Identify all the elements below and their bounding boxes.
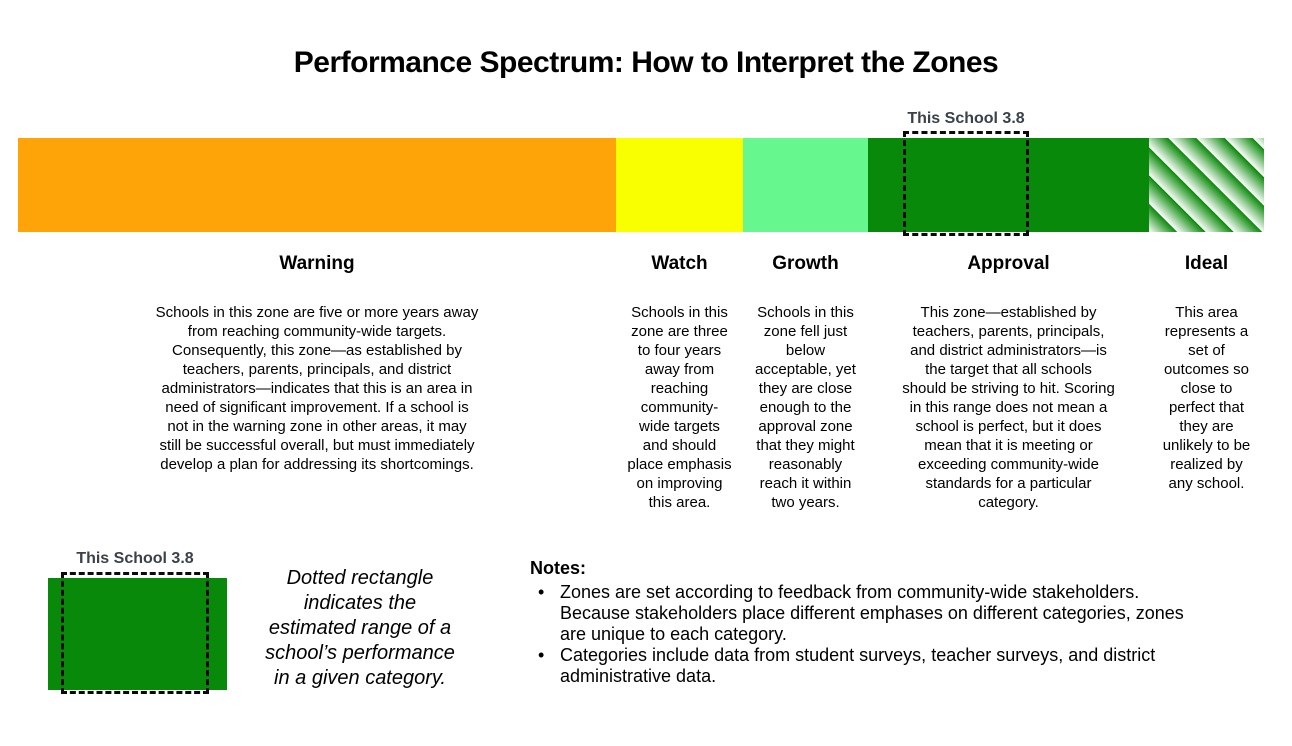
zone-heading-ideal: Ideal	[1184, 253, 1229, 274]
zone-column-growth: Growth Schools in this zone fell just be…	[743, 252, 868, 512]
notes-heading: Notes:	[530, 558, 587, 578]
zone-swatch-warning	[18, 138, 616, 232]
zone-column-watch: Watch Schools in this zone are three to …	[616, 252, 743, 512]
spectrum-bar	[18, 138, 1264, 232]
zone-description-ideal: This area represents a set of outcomes s…	[1162, 304, 1251, 492]
zone-heading-warning: Warning	[279, 253, 355, 274]
zone-swatch-ideal	[1149, 138, 1264, 232]
notes-section: Notes: • Zones are set according to feed…	[530, 558, 1270, 687]
bullet-icon: •	[538, 645, 545, 665]
zone-swatch-growth	[743, 138, 868, 232]
note-text: Zones are set according to feedback from…	[560, 582, 1184, 644]
legend-marker-rectangle	[61, 572, 209, 694]
zone-description-warning: Schools in this zone are five or more ye…	[155, 304, 479, 473]
bullet-icon: •	[538, 582, 545, 602]
school-marker-label: This School 3.8	[907, 110, 1025, 127]
zone-swatch-approval	[868, 138, 1149, 232]
legend-zone-swatch	[48, 578, 227, 690]
zone-description-growth: Schools in this zone fell just below acc…	[755, 304, 856, 511]
school-marker-rectangle	[903, 131, 1029, 236]
legend-marker-label: This School 3.8	[76, 550, 194, 567]
zone-heading-watch: Watch	[651, 253, 708, 274]
legend-caption: Dotted rectangle indicates the estimated…	[265, 567, 455, 689]
zone-swatch-watch	[616, 138, 743, 232]
zone-heading-approval: Approval	[967, 253, 1050, 274]
page-title: Performance Spectrum: How to Interpret t…	[293, 46, 999, 79]
zone-column-warning: Warning Schools in this zone are five or…	[18, 252, 616, 512]
note-item: • Categories include data from student s…	[530, 645, 1270, 687]
zone-column-ideal: Ideal This area represents a set of outc…	[1149, 252, 1264, 512]
zone-description-approval: This zone—established by teachers, paren…	[902, 304, 1115, 511]
note-text: Categories include data from student sur…	[560, 645, 1156, 686]
zone-column-approval: Approval This zone—established by teache…	[868, 252, 1149, 512]
zone-description-watch: Schools in this zone are three to four y…	[627, 304, 732, 511]
zone-descriptions-row: Warning Schools in this zone are five or…	[18, 252, 1264, 512]
note-item: • Zones are set according to feedback fr…	[530, 582, 1270, 645]
zone-heading-growth: Growth	[772, 253, 839, 274]
